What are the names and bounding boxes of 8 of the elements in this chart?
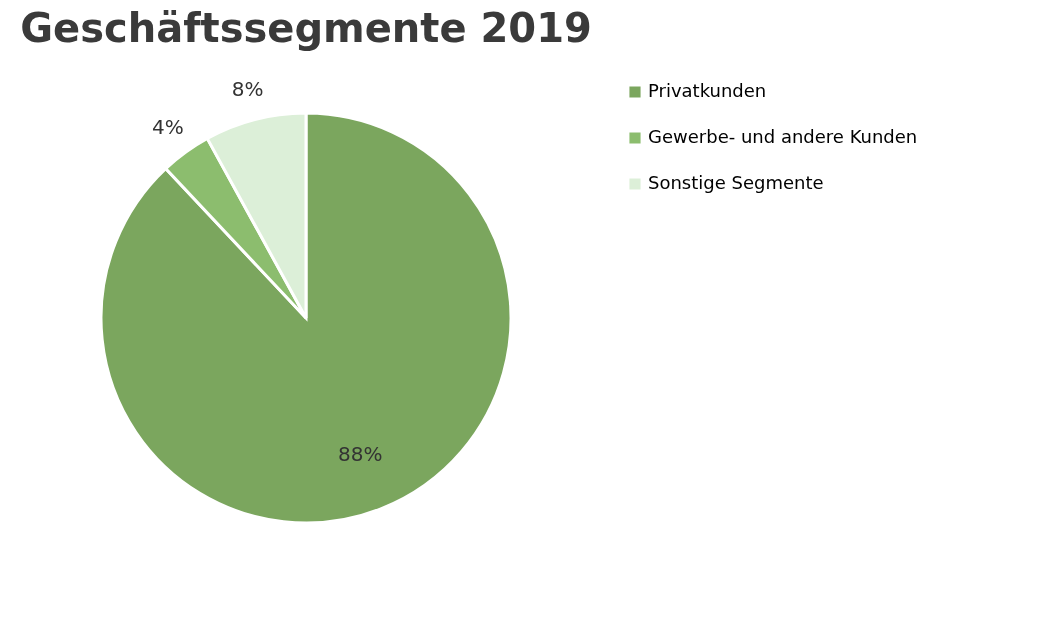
data-label: 88%	[338, 442, 383, 467]
chart-title: Geschäftssegmente 2019	[20, 5, 592, 52]
pie-slice	[99, 111, 513, 525]
legend-label: Privatkunden	[648, 80, 767, 101]
legend-label: Gewerbe- und andere Kunden	[648, 126, 918, 147]
legend-label: Sonstige Segmente	[648, 172, 824, 193]
data-label: 4%	[152, 114, 184, 139]
data-label: 8%	[231, 77, 264, 102]
